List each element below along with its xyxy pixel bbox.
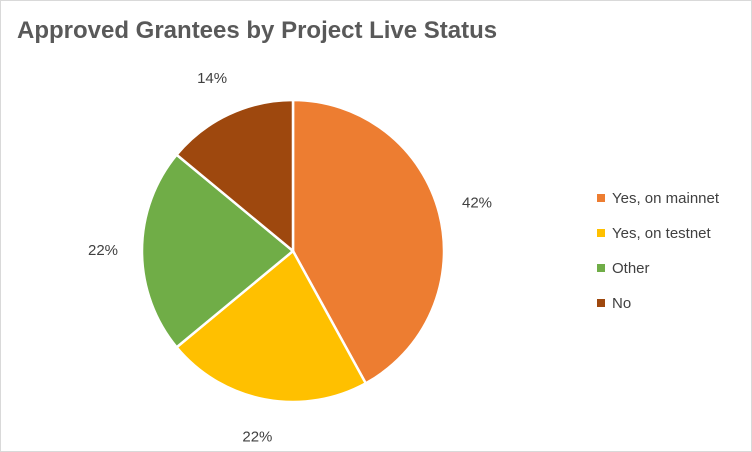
legend-label: Yes, on testnet xyxy=(612,224,711,242)
legend-swatch xyxy=(597,299,605,307)
legend-label: Yes, on mainnet xyxy=(612,189,720,207)
data-label-yes-on-testnet: 22% xyxy=(242,429,272,446)
legend-swatch xyxy=(597,229,605,237)
legend-swatch xyxy=(597,264,605,272)
legend-label: Other xyxy=(612,259,650,277)
legend: Yes, on mainnet Yes, on testnet Other No xyxy=(597,187,719,327)
pie-slice-yes-on-mainnet xyxy=(291,98,446,385)
pie-slice-yes-on-testnet xyxy=(175,249,367,404)
data-label-no: 14% xyxy=(197,70,227,87)
pie-slice-other xyxy=(140,153,295,349)
legend-swatch xyxy=(597,194,605,202)
legend-item-other: Other xyxy=(597,257,719,279)
legend-item-yes-on-testnet: Yes, on testnet xyxy=(597,222,719,244)
chart-title: Approved Grantees by Project Live Status xyxy=(17,17,498,44)
data-label-other: 22% xyxy=(88,242,118,259)
legend-item-no: No xyxy=(597,292,719,314)
legend-item-yes-on-mainnet: Yes, on mainnet xyxy=(597,187,719,209)
pie-slice-no xyxy=(175,98,295,253)
legend-label: No xyxy=(612,294,632,312)
data-label-yes-on-mainnet: 42% xyxy=(462,195,492,212)
